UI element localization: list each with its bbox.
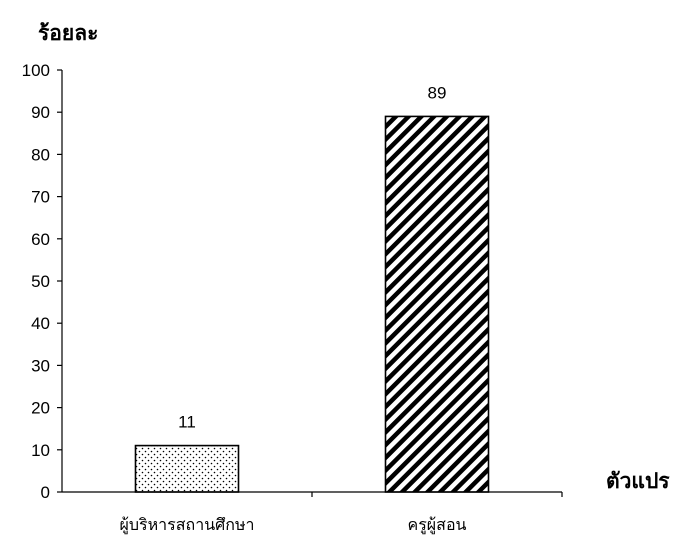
y-tick-label: 60 <box>31 230 50 249</box>
x-axis-label: ตัวแปร <box>606 468 670 493</box>
y-tick-label: 0 <box>41 483 50 502</box>
y-tick-label: 70 <box>31 188 50 207</box>
bar <box>384 115 490 493</box>
y-tick-label: 90 <box>31 103 50 122</box>
data-label: 11 <box>178 413 196 432</box>
bar <box>134 444 240 493</box>
y-axis-label: ร้อยละ <box>38 20 98 45</box>
bars <box>134 115 563 497</box>
y-tick-label: 50 <box>31 272 50 291</box>
category-labels: ผู้บริหารสถานศึกษา ครูผู้สอน <box>120 515 467 535</box>
data-labels: 11 89 <box>178 83 446 431</box>
data-label: 89 <box>428 83 447 102</box>
y-tick-label: 100 <box>22 61 50 80</box>
y-tick-label: 10 <box>31 441 50 460</box>
y-tick-label: 30 <box>31 356 50 375</box>
category-label: ครูผู้สอน <box>408 515 467 535</box>
category-label: ผู้บริหารสถานศึกษา <box>120 515 255 535</box>
y-tick-label: 20 <box>31 399 50 418</box>
y-tick-label: 80 <box>31 145 50 164</box>
y-axis-ticks: 0 10 20 30 40 50 60 70 80 90 100 <box>22 61 62 502</box>
y-tick-label: 40 <box>31 314 50 333</box>
